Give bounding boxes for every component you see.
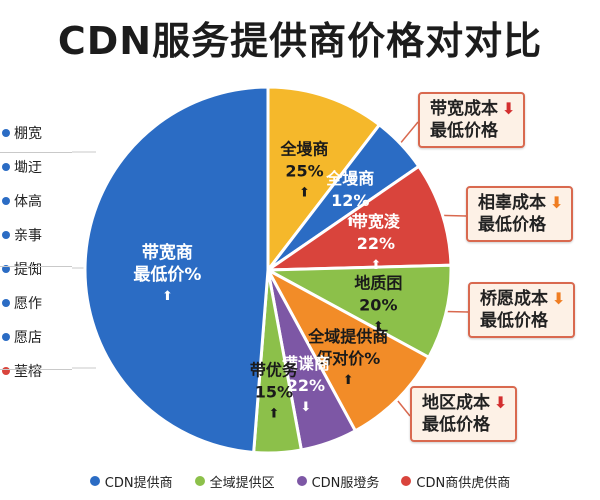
callout-1: 带宽成本 ⬇ 最低价格: [418, 92, 526, 148]
bullet-dot-icon: [2, 265, 10, 273]
slice-label: 最低价%: [133, 264, 201, 285]
bullet-dot-icon: [2, 129, 10, 137]
arrow-up-icon: ⬆: [373, 319, 384, 334]
bullet-dot-icon: [2, 197, 10, 205]
arrow-up-icon: ⬆: [370, 258, 381, 273]
bullet-dot-icon: [2, 163, 10, 171]
pie-slice: [262, 164, 453, 272]
side-list-item: 提倁: [0, 252, 72, 286]
side-list-item: 棚宽: [0, 116, 72, 150]
side-list-label: 墈迂: [14, 160, 42, 176]
legend-item: 全域提供区: [194, 472, 275, 491]
bullet-dot-icon: [2, 367, 10, 375]
arrow-up-icon: ⬆: [268, 406, 279, 421]
slice-label: 伢对价%: [316, 349, 380, 368]
side-list-label: 愿店: [14, 330, 42, 346]
legend-label: CDN提供商: [104, 475, 173, 491]
arrow-down-icon: ⬇: [502, 99, 516, 118]
legend-item: CDN服墱务: [296, 472, 380, 491]
slice-label: 满谍商: [282, 354, 330, 373]
callout-2-line1: 相辜成本: [478, 193, 546, 213]
pie-slice: [83, 85, 270, 455]
legend-swatch: [296, 476, 307, 486]
slice-label: 带宽商: [142, 242, 193, 263]
legend-label: CDN服墱务: [311, 475, 380, 491]
slice-label: 25%: [285, 162, 323, 181]
side-list-label: 亲事: [14, 228, 42, 244]
side-list-item: 愿作: [0, 286, 72, 320]
legend-swatch: [401, 476, 412, 486]
callout-3-line2: 最低价格: [480, 311, 548, 331]
side-list-item: 荎榕: [0, 354, 72, 388]
legend-label: 全域提供区: [209, 475, 275, 491]
bullet-dot-icon: [2, 231, 10, 239]
callout-2: 相辜成本 ⬇ 最低价格: [466, 186, 574, 242]
side-list-divider: [0, 266, 72, 267]
pie-slice: [266, 85, 382, 275]
legend-swatch: [194, 476, 205, 486]
pie-slices: [83, 85, 453, 455]
side-list-item: 亲事: [0, 218, 72, 252]
slice-label: 20%: [359, 295, 397, 314]
chart-title: CDN服务提供商价格对对比: [57, 19, 543, 63]
side-list-label: 愿作: [14, 296, 42, 312]
slice-label: 地质囨: [354, 273, 402, 292]
side-list-label: 棚宽: [14, 126, 42, 142]
slice-label: 带宽淩: [352, 212, 401, 231]
callout-4-line2: 最低价格: [422, 415, 490, 435]
legend-label: CDN商供虎供商: [416, 475, 511, 491]
callout-4: 地区成本 ⬇ 最低价格: [410, 386, 518, 442]
callout-3-line1: 桥愿成本: [480, 289, 548, 309]
callout-3: 桥愿成本 ⬇ 最低价格: [468, 282, 576, 338]
arrow-up-icon: ⬆: [345, 215, 356, 230]
side-list: 棚宽墈迂体高亲事提倁愿作愿店荎榕: [0, 116, 72, 388]
side-list-divider: [0, 369, 72, 370]
slice-label: 全域提供商: [307, 327, 388, 346]
legend-swatch: [89, 476, 100, 486]
bullet-dot-icon: [2, 299, 10, 307]
callout-4-line1: 地区成本: [422, 393, 490, 413]
arrow-up-icon: ⬆: [343, 373, 354, 388]
side-list-item: 体高: [0, 184, 72, 218]
bullet-dot-icon: [2, 333, 10, 341]
pie-slice: [264, 266, 431, 433]
slice-label: 全墁商: [325, 169, 374, 188]
legend-item: CDN商供虎供商: [401, 472, 510, 491]
side-list-label: 体高: [14, 194, 42, 210]
slice-label: 全墁商: [279, 140, 328, 159]
slice-label: 带优务: [250, 360, 299, 379]
callout-1-line1: 带宽成本: [430, 99, 498, 119]
side-list-item: 墈迂: [0, 150, 72, 184]
callout-1-line2: 最低价格: [430, 121, 498, 141]
side-list-label: 荎榕: [14, 364, 42, 380]
slice-label: 22%: [357, 234, 395, 253]
arrow-up-icon: ⬆: [299, 186, 310, 201]
chart-legend: CDN提供商 全域提供区 CDN服墱务 CDN商供虎供商: [0, 468, 600, 494]
arrow-up-icon: ⬆: [162, 289, 173, 304]
arrow-down-icon: ⬇: [550, 193, 564, 212]
pie-slice-labels: 全墁商25%⬆全墁商12%⬆带宽淩22%⬆地质囨20%⬆全域提供商伢对价%⬆满谍…: [133, 140, 402, 422]
slice-label: 22%: [287, 376, 325, 395]
side-list-item: 愿店: [0, 320, 72, 354]
arrow-down-icon: ⬇: [300, 400, 311, 415]
side-list-divider: [0, 152, 72, 153]
slice-label: 15%: [255, 382, 293, 401]
arrow-down-icon: ⬇: [552, 289, 566, 308]
callout-2-line2: 最低价格: [478, 215, 546, 235]
slice-label: 12%: [331, 191, 369, 210]
arrow-down-icon: ⬇: [494, 393, 508, 412]
legend-item: CDN提供商: [89, 472, 173, 491]
side-list-label: 提倁: [14, 262, 42, 278]
pie-slice: [262, 263, 453, 360]
